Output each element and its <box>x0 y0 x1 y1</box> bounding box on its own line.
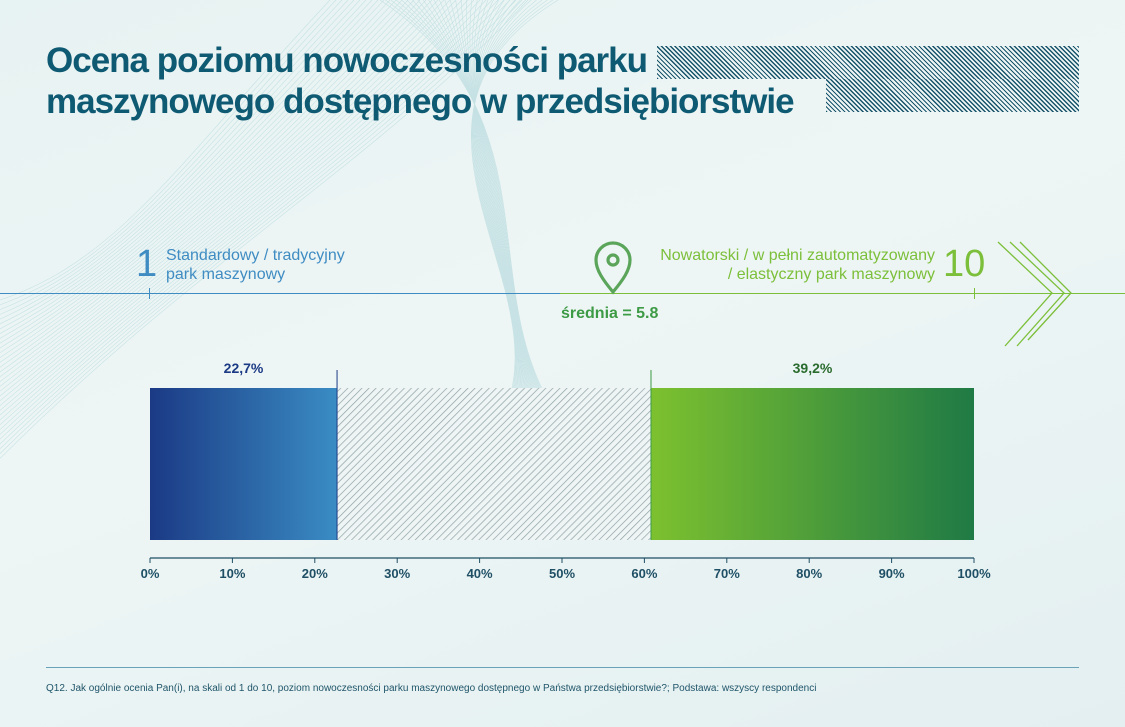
scale-high-value: 10 <box>943 243 986 285</box>
scale-tick-high <box>974 288 975 299</box>
x-tick-label: 80% <box>796 566 822 581</box>
x-tick-label: 20% <box>302 566 328 581</box>
stacked-bar: 22,7% 39,2% <box>150 360 974 540</box>
scale-axis-line-high <box>560 293 1125 294</box>
page-title: Ocena poziomu nowoczesności parku maszyn… <box>46 40 795 122</box>
x-tick-label: 10% <box>219 566 245 581</box>
footnote: Q12. Jak ogólnie ocenia Pan(i), na skali… <box>46 683 817 694</box>
x-tick-label: 90% <box>879 566 905 581</box>
arrow-chevron-icon <box>997 241 1072 347</box>
scale-axis-line-low <box>0 293 560 294</box>
title-line-2: maszynowego dostępnego w przedsiębiorstw… <box>46 82 795 121</box>
title-hatch-decoration-top <box>657 46 1079 79</box>
scale-low-value: 1 <box>136 243 158 285</box>
bar-segment-2 <box>337 388 651 540</box>
bar-segment-1 <box>150 388 338 540</box>
data-label-1: 22,7% <box>224 360 264 376</box>
title-hatch-decoration-bottom <box>826 79 1079 112</box>
mean-label: średnia = 5.8 <box>561 305 659 322</box>
title-line-1: Ocena poziomu nowoczesności parku <box>46 41 648 80</box>
data-label-3: 39,2% <box>793 360 833 376</box>
location-pin-icon <box>594 241 632 295</box>
scale-high-label: Nowatorski / w pełni zautomatyzowany / e… <box>660 247 935 283</box>
x-tick-label: 0% <box>141 566 160 581</box>
bar-segment-3 <box>650 388 974 540</box>
footer-divider <box>46 667 1079 668</box>
x-tick-label: 70% <box>714 566 740 581</box>
x-tick-label: 40% <box>467 566 493 581</box>
x-tick-label: 60% <box>631 566 657 581</box>
x-tick-label: 30% <box>384 566 410 581</box>
scale-low-label: Standardowy / tradycyjny park maszynowy <box>166 247 345 283</box>
scale-tick-low <box>149 288 150 299</box>
x-tick-label: 50% <box>549 566 575 581</box>
x-axis: 0% 10% 20% 30% 40% 50% 60% 70% 80% 90% 100% <box>141 557 991 581</box>
x-tick-label: 100% <box>957 566 991 581</box>
